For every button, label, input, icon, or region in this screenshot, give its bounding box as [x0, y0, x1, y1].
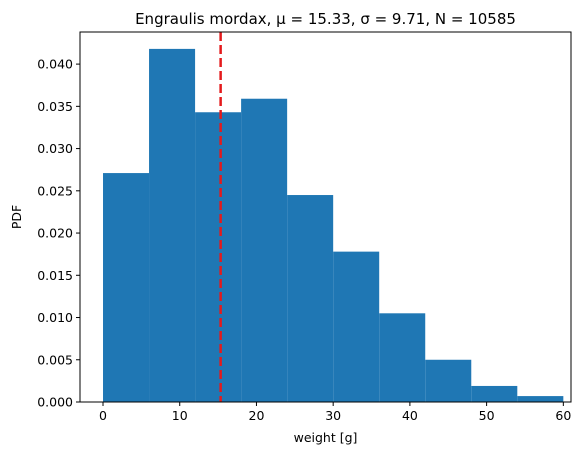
- y-tick-label: 0.025: [37, 183, 73, 198]
- histogram-bar: [517, 396, 564, 402]
- histogram-bar: [379, 313, 426, 402]
- histogram-bar: [471, 385, 518, 402]
- y-axis-ticks: 0.000 0.005 0.010 0.015 0.020 0.025 0.030 0.035…: [37, 57, 80, 410]
- histogram-bar: [425, 359, 472, 402]
- x-tick-label: 0: [99, 408, 107, 423]
- x-tick-label: 30: [325, 408, 341, 423]
- x-axis-label: weight [g]: [294, 430, 358, 445]
- y-tick-label: 0.015: [37, 268, 73, 283]
- y-tick-label: 0.010: [37, 310, 73, 325]
- y-tick-label: 0.020: [37, 226, 73, 241]
- x-tick-label: 60: [555, 408, 571, 423]
- x-tick-label: 50: [479, 408, 495, 423]
- x-tick-label: 40: [402, 408, 418, 423]
- histogram-bar: [103, 173, 150, 402]
- y-axis-label: PDF: [9, 205, 24, 229]
- chart-title: Engraulis mordax, μ = 15.33, σ = 9.71, N…: [135, 10, 516, 28]
- y-tick-label: 0.000: [37, 395, 73, 410]
- histogram-bar: [195, 112, 242, 402]
- axes-frame: [79, 31, 572, 403]
- histogram-bar: [333, 251, 380, 402]
- y-tick-label: 0.030: [37, 141, 73, 156]
- histogram-bar: [241, 98, 288, 402]
- y-tick-label: 0.005: [37, 352, 73, 367]
- x-tick-label: 10: [172, 408, 188, 423]
- histogram-bar: [287, 195, 334, 402]
- x-tick-label: 20: [249, 408, 265, 423]
- x-axis-ticks: 0 10 20 30 40 50 60: [99, 402, 571, 423]
- histogram-bar: [149, 48, 196, 402]
- histogram-bars: [103, 48, 571, 402]
- y-tick-label: 0.035: [37, 99, 73, 114]
- y-tick-label: 0.040: [37, 57, 73, 72]
